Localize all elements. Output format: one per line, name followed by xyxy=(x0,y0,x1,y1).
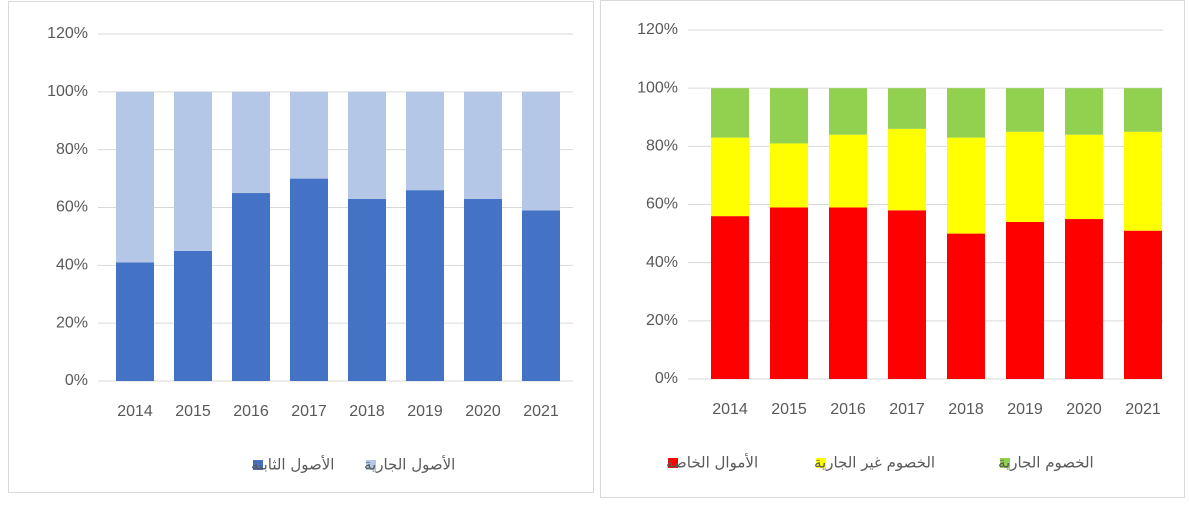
bar-segment xyxy=(290,91,328,179)
bar-segment xyxy=(947,233,985,379)
legend-swatch xyxy=(253,460,263,470)
legend-label: الخصوم غير الجارية xyxy=(814,454,935,472)
x-tick-label: 2014 xyxy=(712,401,748,418)
bar-segment xyxy=(174,250,212,381)
y-tick-label: 40% xyxy=(56,257,88,274)
bar-segment xyxy=(406,91,444,191)
bar-segment xyxy=(348,91,386,199)
x-tick-label: 2018 xyxy=(948,401,984,418)
y-tick-label: 100% xyxy=(47,83,88,100)
bar-segment xyxy=(464,91,502,199)
bar-segment xyxy=(1006,131,1044,222)
y-tick-label: 80% xyxy=(56,141,88,158)
y-tick-label: 0% xyxy=(655,370,678,387)
y-tick-label: 0% xyxy=(65,372,88,389)
y-tick-label: 40% xyxy=(646,254,678,271)
legend-swatch xyxy=(816,458,826,468)
x-tick-label: 2021 xyxy=(523,403,559,420)
y-tick-label: 100% xyxy=(637,79,678,96)
x-tick-label: 2016 xyxy=(233,403,269,420)
bar-segment xyxy=(116,91,154,263)
bar-segment xyxy=(1124,88,1162,132)
x-tick-label: 2015 xyxy=(771,401,807,418)
y-tick-label: 60% xyxy=(56,199,88,216)
bar-segment xyxy=(522,91,560,211)
bar-segment xyxy=(711,88,749,138)
y-tick-label: 80% xyxy=(646,138,678,155)
bar-segment xyxy=(888,128,926,211)
bar-segment xyxy=(711,216,749,379)
bar-segment xyxy=(116,262,154,381)
bar-segment xyxy=(711,137,749,217)
legend-label: الخصوم الجارية xyxy=(998,454,1094,472)
x-tick-label: 2019 xyxy=(1007,401,1043,418)
legend-label: الأصول الثابتة xyxy=(251,455,334,474)
x-tick-label: 2014 xyxy=(117,403,153,420)
legend-label: الأصول الجارية xyxy=(364,455,455,474)
bar-segment xyxy=(232,91,270,194)
y-tick-label: 120% xyxy=(47,25,88,42)
bar-segment xyxy=(1006,88,1044,132)
bar-segment xyxy=(1065,219,1103,379)
bar-segment xyxy=(348,198,386,381)
bar-segment xyxy=(829,134,867,208)
legend-swatch xyxy=(668,458,678,468)
y-tick-label: 120% xyxy=(637,21,678,38)
bar-segment xyxy=(1124,230,1162,379)
legend-label: الأموال الخاصة xyxy=(666,453,758,472)
bar-segment xyxy=(947,88,985,138)
bar-segment xyxy=(947,137,985,234)
y-tick-label: 60% xyxy=(646,196,678,213)
bar-segment xyxy=(174,91,212,251)
x-tick-label: 2016 xyxy=(830,401,866,418)
x-tick-label: 2017 xyxy=(889,401,925,418)
x-tick-label: 2020 xyxy=(1066,401,1102,418)
bar-segment xyxy=(1006,221,1044,379)
y-tick-label: 20% xyxy=(56,314,88,331)
bar-segment xyxy=(770,207,808,379)
y-tick-label: 20% xyxy=(646,312,678,329)
x-tick-label: 2018 xyxy=(349,403,385,420)
x-tick-label: 2020 xyxy=(465,403,501,420)
bar-segment xyxy=(1065,88,1103,135)
bar-segment xyxy=(290,178,328,381)
bar-segment xyxy=(232,193,270,381)
x-tick-label: 2017 xyxy=(291,403,327,420)
bar-segment xyxy=(464,198,502,381)
bar-segment xyxy=(770,88,808,144)
bar-segment xyxy=(888,88,926,129)
bar-segment xyxy=(1065,134,1103,220)
x-tick-label: 2015 xyxy=(175,403,211,420)
x-tick-label: 2019 xyxy=(407,403,443,420)
bar-segment xyxy=(888,210,926,379)
bar-segment xyxy=(406,190,444,381)
bar-segment xyxy=(522,210,560,381)
legend-swatch xyxy=(1000,458,1010,468)
bar-segment xyxy=(1124,131,1162,231)
x-tick-label: 2021 xyxy=(1125,401,1161,418)
bar-segment xyxy=(829,207,867,379)
bar-segment xyxy=(829,88,867,135)
legend-swatch xyxy=(366,460,376,470)
bar-segment xyxy=(770,143,808,208)
